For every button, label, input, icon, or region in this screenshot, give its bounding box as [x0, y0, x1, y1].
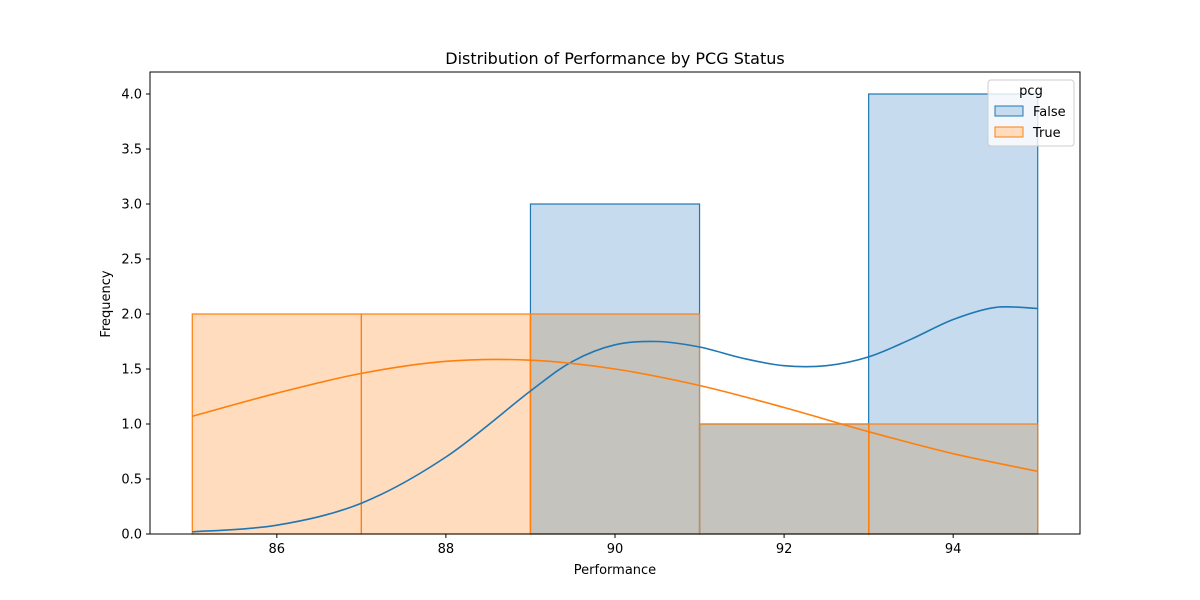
y-axis: 0.0 0.5 1.0 1.5 2.0 2.5 3.0 3.5 4.0 [121, 88, 150, 543]
y-tick-label: 1.5 [121, 363, 142, 378]
legend: pcg False True [987, 79, 1075, 147]
y-axis-label: Frequency [99, 270, 114, 337]
x-axis-label: Performance [574, 563, 656, 578]
legend-label-true: True [1032, 126, 1061, 141]
chart-title: Distribution of Performance by PCG Statu… [445, 49, 784, 68]
y-tick-label: 2.0 [121, 308, 142, 323]
y-tick-label: 3.5 [121, 143, 142, 158]
x-tick-label: 90 [607, 542, 624, 557]
bar-overlap-2 [530, 314, 700, 534]
x-axis: 86 88 90 92 94 [269, 534, 962, 557]
bar-true-1 [361, 314, 531, 534]
x-tick-label: 88 [438, 542, 455, 557]
bar-true-0 [192, 314, 362, 534]
kde-line-false [192, 305, 1038, 533]
y-tick-label: 4.0 [121, 88, 142, 103]
legend-label-false: False [1033, 105, 1066, 120]
kde-line-true [192, 358, 1038, 473]
y-tick-label: 0.0 [121, 528, 142, 543]
bar-overlap-4 [868, 424, 1038, 534]
y-tick-label: 3.0 [121, 198, 142, 213]
legend-swatch-true [994, 126, 1024, 138]
y-tick-label: 2.5 [121, 253, 142, 268]
x-tick-label: 86 [269, 542, 286, 557]
legend-title: pcg [1019, 84, 1043, 99]
x-tick-label: 94 [945, 542, 962, 557]
x-tick-label: 92 [776, 542, 793, 557]
y-tick-label: 0.5 [121, 473, 142, 488]
plot-area [149, 71, 1081, 535]
y-tick-label: 1.0 [121, 418, 142, 433]
bar-overlap-3 [699, 424, 869, 534]
legend-swatch-false [994, 105, 1024, 117]
